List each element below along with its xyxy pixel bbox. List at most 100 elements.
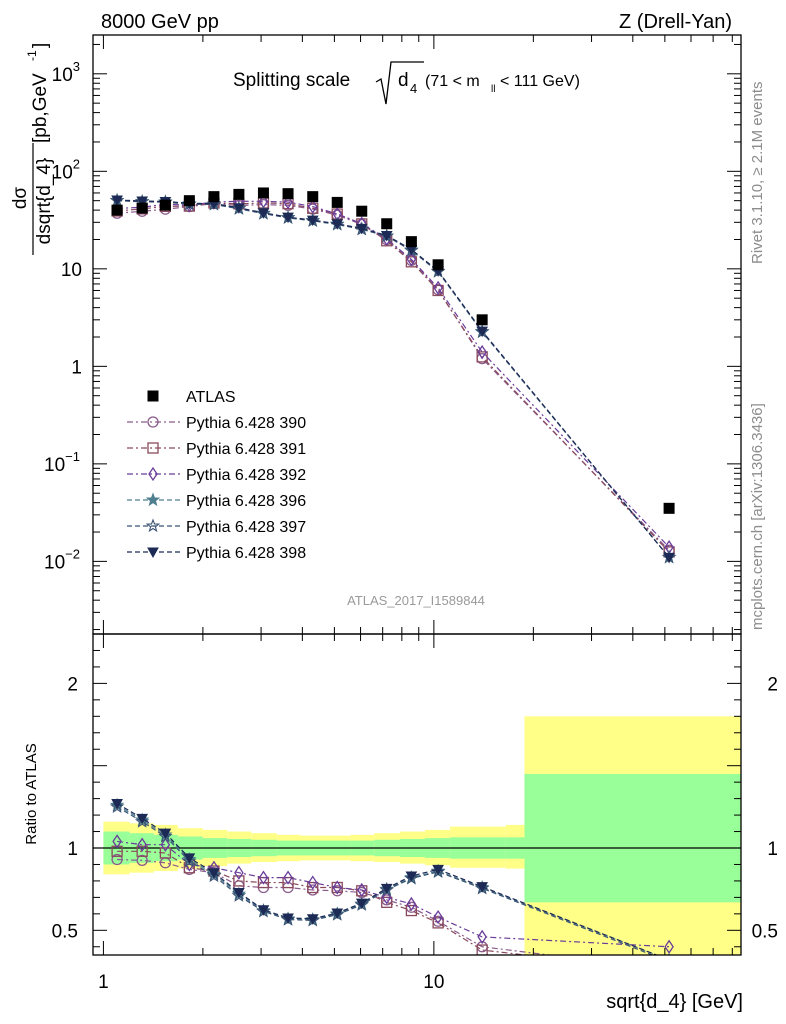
series-point-pythia-6-428-398 bbox=[306, 215, 319, 227]
legend-marker-pythia-6-428-396 bbox=[145, 492, 161, 507]
ratio-tick-label-left: 2 bbox=[67, 674, 78, 695]
series-point-pythia-6-428-398 bbox=[331, 219, 344, 230]
data-point bbox=[282, 188, 294, 200]
legend-label-atlas: ATLAS bbox=[186, 389, 236, 406]
legend-label-pythia-6-428-396: Pythia 6.428 396 bbox=[186, 493, 306, 510]
ratio-point-pythia-6-428-392 bbox=[112, 834, 122, 849]
ratio-point-pythia-6-428-391 bbox=[282, 876, 294, 889]
data-point bbox=[208, 191, 220, 203]
data-point bbox=[111, 204, 123, 216]
legend-marker-pythia-6-428-397 bbox=[145, 518, 161, 533]
legend-marker-atlas bbox=[147, 390, 159, 402]
process-label: Z (Drell-Yan) bbox=[619, 11, 732, 33]
series-point-pythia-6-428-398 bbox=[136, 196, 149, 208]
x-tick-label: 1 bbox=[98, 972, 109, 993]
series-point-pythia-6-428-398 bbox=[355, 223, 368, 235]
series-point-pythia-6-428-398 bbox=[111, 195, 123, 207]
data-point bbox=[381, 218, 393, 230]
ratio-point-pythia-6-428-391 bbox=[233, 875, 245, 887]
ratio-point-pythia-6-428-398 bbox=[405, 871, 418, 883]
data-point bbox=[183, 195, 195, 207]
ratio-tick-label-right: 1 bbox=[767, 839, 778, 860]
title-sqrt-arg: d bbox=[398, 70, 409, 91]
sqrt-sign-icon bbox=[375, 61, 424, 105]
ratio-series-pythia-6-428-398 bbox=[111, 799, 659, 955]
legend-label-pythia-6-428-392: Pythia 6.428 392 bbox=[186, 467, 306, 484]
ratio-point-pythia-6-428-398 bbox=[208, 868, 220, 879]
ratio-point-pythia-6-428-392 bbox=[137, 837, 147, 852]
legend-entry-atlas: ATLAS bbox=[147, 389, 236, 406]
ratio-tick-label-left: 0.5 bbox=[52, 921, 78, 942]
ratio-point-pythia-6-428-398 bbox=[136, 813, 149, 825]
ratio-band-inner bbox=[103, 773, 741, 903]
legend: ATLAS Pythia 6.428 390 Pythia 6.428 391 Pyt… bbox=[127, 389, 306, 562]
x-axis-label: sqrt{d_4} [GeV] bbox=[606, 991, 743, 1013]
y-tick-label: 1 bbox=[71, 357, 82, 378]
analysis-id: ATLAS_2017_I1589844 bbox=[347, 593, 485, 608]
series-point-pythia-6-428-392 bbox=[433, 280, 443, 296]
legend-marker-pythia-6-428-392 bbox=[148, 466, 158, 482]
ratio-series-pythia-6-428-392 bbox=[112, 834, 674, 954]
ratio-point-pythia-6-428-391 bbox=[664, 966, 674, 976]
ratio-point-pythia-6-428-392 bbox=[356, 882, 367, 898]
series-point-pythia-6-428-398 bbox=[380, 230, 393, 242]
ratio-point-pythia-6-428-398 bbox=[476, 882, 489, 893]
ratio-point-pythia-6-428-392 bbox=[307, 875, 318, 890]
series-point-pythia-6-428-392 bbox=[307, 199, 318, 214]
series-point-pythia-6-428-398 bbox=[663, 552, 675, 564]
x-tick-label: 10 bbox=[423, 972, 444, 993]
ratio-frame bbox=[92, 633, 742, 956]
rivet-info: Rivet 3.1.10, ≥ 2.1M events bbox=[749, 82, 766, 265]
ratio-point-pythia-6-428-390 bbox=[664, 965, 674, 975]
ratio-point-pythia-6-428-391 bbox=[405, 904, 418, 917]
series-point-pythia-6-428-398 bbox=[257, 208, 270, 219]
ratio-point-pythia-6-428-392 bbox=[406, 896, 417, 912]
ratio-point-pythia-6-428-398 bbox=[233, 887, 245, 899]
legend-marker-pythia-6-428-398 bbox=[147, 547, 159, 559]
series-point-pythia-6-428-392 bbox=[283, 194, 293, 210]
title-range-b: < 111 GeV) bbox=[500, 73, 580, 90]
legend-label-pythia-6-428-398: Pythia 6.428 398 bbox=[186, 545, 306, 562]
legend-marker-pythia-6-428-390 bbox=[147, 416, 159, 428]
y-tick-label: 102 bbox=[52, 156, 80, 183]
ratio-tick-label-left: 1 bbox=[67, 839, 78, 860]
legend-entry-pythia-6-428-391: Pythia 6.428 391 bbox=[127, 441, 306, 458]
ratio-tick-label-right: 0.5 bbox=[752, 921, 778, 942]
legend-entry-pythia-6-428-390: Pythia 6.428 390 bbox=[127, 415, 306, 432]
ratio-point-pythia-6-428-392 bbox=[477, 929, 487, 945]
y-tick-label: 103 bbox=[52, 59, 80, 86]
title-range-a: (71 < m bbox=[425, 73, 480, 90]
mcplots-info: mcplots.cern.ch [arXiv:1306.3436] bbox=[749, 403, 766, 630]
series-point-pythia-6-428-392 bbox=[477, 344, 487, 360]
ratio-ylabel: Ratio to ATLAS bbox=[23, 743, 40, 844]
legend-entry-pythia-6-428-392: Pythia 6.428 392 bbox=[127, 466, 306, 484]
ratio-point-pythia-6-428-398 bbox=[282, 913, 294, 924]
ratio-point-pythia-6-428-398 bbox=[306, 914, 319, 925]
data-point bbox=[432, 259, 444, 271]
series-point-pythia-6-428-391 bbox=[476, 351, 488, 363]
ratio-line-pythia-6-428-397 bbox=[116, 806, 654, 955]
ratio-line-pythia-6-428-398 bbox=[116, 803, 659, 955]
legend-label-pythia-6-428-390: Pythia 6.428 390 bbox=[186, 415, 306, 432]
ratio-series-group bbox=[109, 797, 674, 976]
legend-entry-pythia-6-428-398: Pythia 6.428 398 bbox=[127, 545, 306, 562]
series-point-pythia-6-428-391 bbox=[432, 284, 444, 297]
data-point bbox=[233, 188, 245, 200]
band-inner-bin bbox=[524, 773, 741, 903]
ratio-point-pythia-6-428-398 bbox=[257, 905, 270, 916]
series-line-pythia-6-428-392 bbox=[117, 200, 670, 548]
ratio-point-pythia-6-428-390 bbox=[111, 853, 123, 866]
legend-entry-pythia-6-428-397: Pythia 6.428 397 bbox=[127, 518, 306, 536]
ratio-point-pythia-6-428-398 bbox=[159, 828, 172, 840]
series-point-pythia-6-428-398 bbox=[233, 203, 245, 214]
ratio-point-pythia-6-428-392 bbox=[160, 837, 171, 852]
ratio-point-pythia-6-428-391 bbox=[159, 847, 172, 859]
legend-entry-pythia-6-428-396: Pythia 6.428 396 bbox=[127, 492, 306, 510]
series-line-pythia-6-428-391 bbox=[117, 202, 670, 553]
ylabel-unit: [pb,GeV bbox=[30, 73, 51, 143]
data-points-atlas bbox=[111, 187, 675, 514]
legend-marker-pythia-6-428-391 bbox=[147, 442, 159, 454]
y-tick-label: 10−2 bbox=[44, 546, 80, 573]
ratio-point-pythia-6-428-398 bbox=[432, 864, 444, 876]
